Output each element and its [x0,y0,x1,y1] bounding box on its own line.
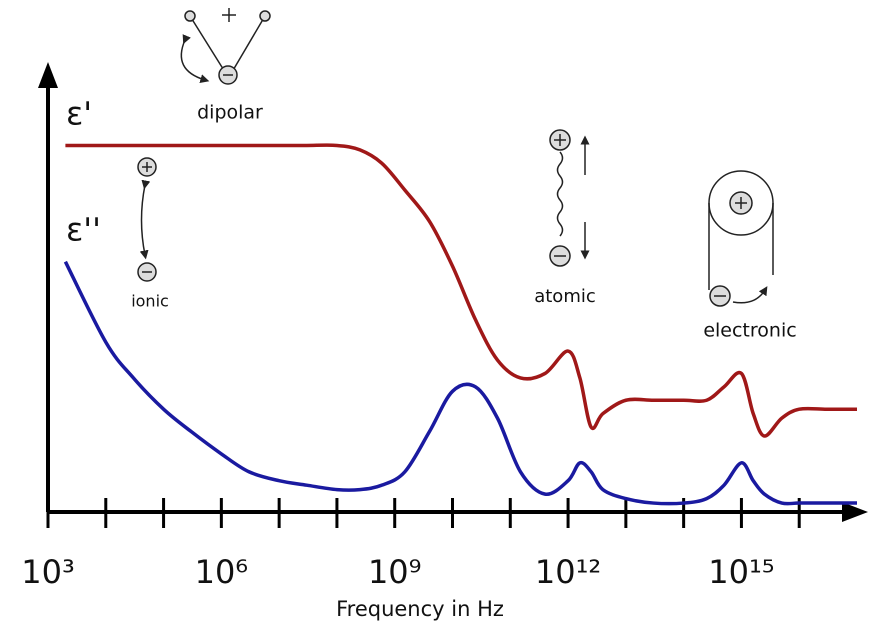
x-tick-label: 10¹² [535,553,601,591]
x-tick-label: 10³ [21,553,75,591]
dipolar-icon [180,8,271,85]
series-label: ε'' [66,211,101,249]
electronic-icon [708,170,774,307]
annotation: atomic [534,286,596,307]
ionic-icon [137,157,157,282]
annotation: electronic [703,320,796,342]
atomic-icon [549,129,590,267]
y-arrow [38,62,58,88]
series-line [63,260,857,506]
x-arrow [842,502,868,522]
x-tick-label: 10⁹ [368,553,422,591]
x-tick-label: 10⁶ [195,553,249,591]
series-line [65,143,857,438]
annotation: ionic [131,292,169,311]
series-label: ε' [66,94,92,132]
annotation: dipolar [197,102,263,124]
x-axis-label: Frequency in Hz [336,597,504,621]
x-tick-label: 10¹⁵ [708,553,774,591]
